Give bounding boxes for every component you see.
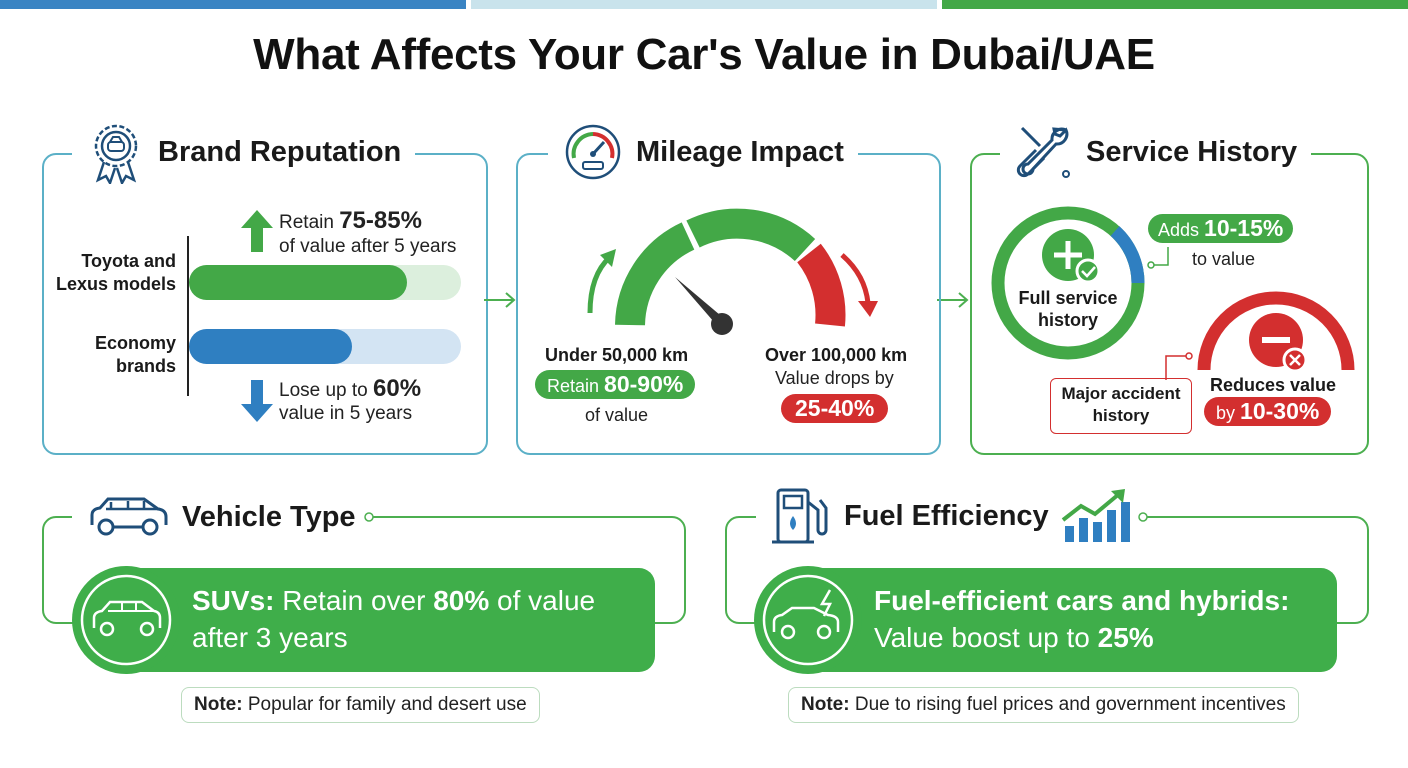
brand-retain: Retain 75-85% <box>279 207 422 234</box>
accident-connector <box>1165 352 1193 380</box>
brand-lose-suffix: value in 5 years <box>279 403 413 424</box>
high-mileage-text: Value drops by <box>775 368 894 388</box>
service-heading: Service History <box>1086 135 1298 168</box>
vehicle-line1: SUVs: Retain over 80% of value <box>192 585 596 616</box>
brand-retain-suffix: of value after 5 years <box>279 236 457 257</box>
vehicle-note: Note: Popular for family and desert use <box>181 687 540 723</box>
vehicle-line2: after 3 years <box>192 622 348 653</box>
suv-car-icon <box>90 497 168 536</box>
vehicle-header: Vehicle Type <box>72 488 370 546</box>
rising-chart-icon <box>1061 489 1130 542</box>
economy-bar-track <box>189 329 461 364</box>
vehicle-green-box <box>100 568 655 672</box>
connector-arrow-2 <box>937 292 969 308</box>
accident-gauge <box>1197 291 1355 373</box>
adds-pill: Adds 10-15% <box>1148 214 1294 243</box>
mileage-heading: Mileage Impact <box>636 135 844 168</box>
vehicle-header-dot <box>364 512 374 522</box>
connector-arrow-1 <box>484 292 516 308</box>
award-ribbon-icon <box>94 124 138 184</box>
top-bar-light <box>471 0 937 9</box>
fuel-note: Note: Due to rising fuel prices and gove… <box>788 687 1299 723</box>
fuel-circle-icon <box>754 566 862 674</box>
top-bar-green <box>942 0 1408 9</box>
adds-connector <box>1147 247 1169 269</box>
page-title: What Affects Your Car's Value in Dubai/U… <box>253 30 1155 79</box>
full-service-label: Full service history <box>1018 288 1118 330</box>
high-drop-pill: 25-40% <box>781 394 889 423</box>
fuel-green-box <box>785 568 1337 672</box>
reduces-label: Reduces value <box>1210 375 1337 395</box>
fuel-header: Fuel Efficiency <box>756 484 1147 548</box>
down-arrow-icon <box>241 380 273 422</box>
economy-bar <box>189 329 353 364</box>
low-retain-pill: Retain 80-90% <box>535 370 696 399</box>
low-mileage-label: Under 50,000 km <box>545 345 689 365</box>
toyota-bar <box>189 265 407 300</box>
reduces-pill: by 10-30% <box>1204 397 1332 426</box>
fuel-pump-icon <box>772 488 828 544</box>
mileage-header: Mileage Impact <box>548 120 858 184</box>
wrench-screwdriver-icon <box>1016 126 1070 178</box>
vehicle-heading: Vehicle Type <box>182 500 356 533</box>
brand-lose: Lose up to 60% <box>279 375 422 402</box>
fuel-line1: Fuel-efficient cars and hybrids: <box>874 585 1290 616</box>
service-ring <box>991 206 1145 360</box>
fuel-header-dot <box>1138 512 1148 522</box>
brand-heading: Brand Reputation <box>158 135 402 168</box>
adds-suffix: to value <box>1192 249 1256 269</box>
low-mileage-suffix: of value <box>585 405 649 425</box>
fuel-heading: Fuel Efficiency <box>844 499 1049 532</box>
brand-axis-line <box>187 236 189 396</box>
fuel-line2: Value boost up to 25% <box>874 622 1154 653</box>
economy-label: Economy brands <box>94 333 176 376</box>
service-header: Service History <box>1000 120 1312 184</box>
top-bar-blue <box>0 0 466 9</box>
brand-header: Brand Reputation <box>72 120 416 184</box>
accident-label: Major accident history <box>1050 378 1192 434</box>
toyota-bar-track <box>189 265 461 300</box>
mileage-gauge <box>587 208 878 335</box>
high-mileage-label: Over 100,000 km <box>765 345 908 365</box>
toyota-label: Toyota and Lexus models <box>55 251 176 294</box>
up-arrow-icon <box>241 210 273 252</box>
vehicle-circle-icon <box>72 566 180 674</box>
speedometer-icon <box>565 124 621 180</box>
